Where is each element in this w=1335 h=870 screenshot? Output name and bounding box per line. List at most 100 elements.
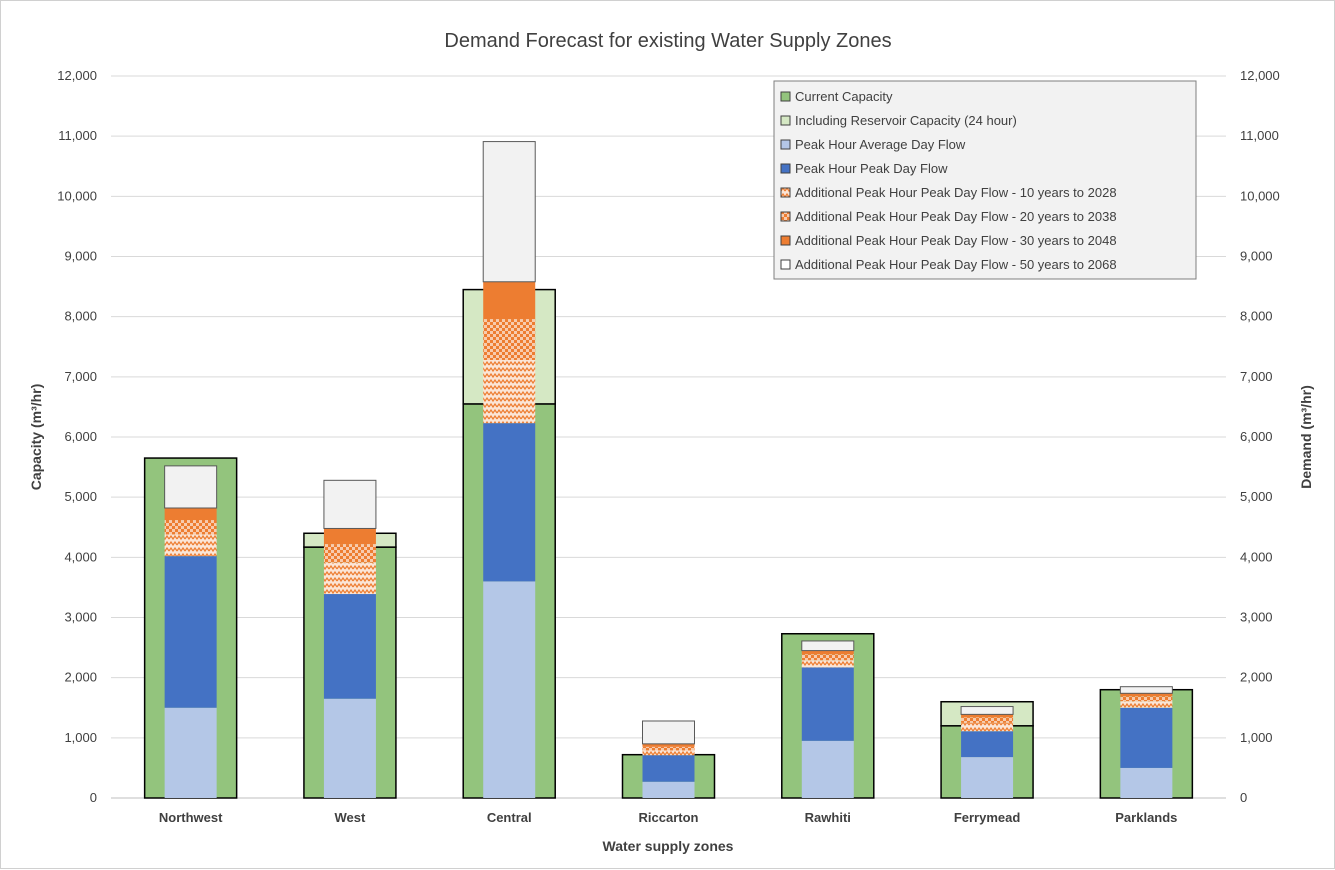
demand-segment-6 (164, 465, 218, 509)
legend-swatch (780, 259, 791, 270)
y-axis-title-right: Demand (m³/hr) (1298, 385, 1314, 488)
demand-segment-4 (642, 746, 695, 751)
y-tick-label-right: 0 (1240, 790, 1247, 805)
bar-group-riccarton (621, 720, 716, 799)
demand-segment-5 (483, 281, 536, 320)
bars (143, 141, 1194, 799)
bar-group-parklands (1099, 686, 1194, 799)
demand-segment-4 (483, 319, 536, 360)
demand-segment-4 (1120, 696, 1173, 702)
bar-group-northwest (143, 457, 238, 799)
demand-segment-6 (482, 141, 536, 283)
bar-group-ferrymead (940, 700, 1034, 799)
y-tick-label-right: 7,000 (1240, 369, 1273, 384)
y-tick-label-right: 11,000 (1240, 128, 1279, 143)
y-tick-label-right: 10,000 (1240, 188, 1280, 203)
y-tick-label-right: 8,000 (1240, 309, 1273, 324)
y-tick-label-left: 12,000 (57, 68, 97, 83)
legend-box (773, 80, 1197, 280)
legend-swatch (780, 163, 791, 174)
y-tick-label-left: 10,000 (57, 188, 97, 203)
x-category-label: Rawhiti (805, 810, 851, 825)
x-category-label: Northwest (159, 810, 223, 825)
legend-label: Additional Peak Hour Peak Day Flow - 50 … (795, 257, 1117, 272)
y-tick-label-left: 7,000 (64, 369, 97, 384)
legend-label: Additional Peak Hour Peak Day Flow - 20 … (795, 209, 1117, 224)
y-tick-label-left: 5,000 (64, 489, 97, 504)
left-axis-ticks: 0 1,000 2,000 3,000 4,000 5,000 6,000 7,000 8,00… (57, 68, 97, 805)
demand-segment-3 (164, 534, 217, 557)
demand-segment-4 (164, 520, 217, 535)
x-category-label: West (335, 810, 366, 825)
legend-label: Additional Peak Hour Peak Day Flow - 30 … (795, 233, 1117, 248)
legend-swatch (780, 115, 791, 126)
demand-segment-2 (164, 556, 217, 708)
demand-segment-4 (961, 717, 1014, 723)
demand-segment-1 (164, 707, 217, 798)
x-category-label: Ferrymead (954, 810, 1021, 825)
y-tick-label-right: 2,000 (1240, 670, 1273, 685)
demand-segment-3 (961, 722, 1014, 732)
demand-segment-4 (323, 544, 376, 563)
demand-segment-4 (801, 654, 854, 661)
demand-segment-5 (642, 743, 695, 747)
demand-segment-5 (323, 528, 376, 545)
demand-segment-5 (801, 650, 854, 655)
demand-segment-3 (801, 660, 854, 668)
demand-segment-1 (961, 757, 1014, 798)
y-tick-label-left: 3,000 (64, 610, 97, 625)
legend-label: Additional Peak Hour Peak Day Flow - 10 … (795, 185, 1117, 200)
demand-segment-5 (961, 714, 1014, 718)
x-category-label: Riccarton (639, 810, 699, 825)
y-tick-label-right: 12,000 (1240, 68, 1280, 83)
x-axis-title: Water supply zones (603, 838, 734, 854)
x-category-label: Central (487, 810, 532, 825)
y-tick-label-left: 4,000 (64, 549, 97, 564)
legend-label: Peak Hour Peak Day Flow (795, 161, 948, 176)
y-tick-label-right: 6,000 (1240, 429, 1273, 444)
bar-group-rawhiti (781, 632, 875, 799)
legend-swatch (780, 91, 791, 102)
demand-segment-2 (642, 755, 695, 782)
demand-segment-5 (1120, 693, 1173, 697)
demand-segment-2 (483, 423, 536, 582)
demand-segment-3 (483, 359, 536, 424)
demand-segment-1 (483, 581, 536, 798)
y-tick-label-right: 4,000 (1240, 549, 1273, 564)
legend-label: Current Capacity (795, 89, 893, 104)
y-tick-label-right: 5,000 (1240, 489, 1273, 504)
y-tick-label-left: 2,000 (64, 670, 97, 685)
demand-segment-1 (642, 781, 695, 798)
legend-label: Peak Hour Average Day Flow (795, 137, 966, 152)
demand-segment-2 (323, 594, 376, 699)
y-tick-label-left: 9,000 (64, 249, 97, 264)
legend-swatch (780, 211, 791, 222)
demand-segment-1 (323, 698, 376, 798)
legend-swatch (780, 187, 791, 198)
y-axis-title-left: Capacity (m³/hr) (28, 384, 44, 491)
bar-group-west (303, 479, 397, 799)
demand-segment-2 (801, 667, 854, 741)
right-axis-ticks: 0 1,000 2,000 3,000 4,000 5,000 6,000 7,000 8,00… (1240, 68, 1280, 805)
demand-segment-6 (801, 640, 855, 652)
y-tick-label-left: 6,000 (64, 429, 97, 444)
demand-segment-6 (1119, 686, 1173, 694)
legend: Current Capacity Including Reservoir Capa… (773, 80, 1197, 280)
y-tick-label-left: 8,000 (64, 309, 97, 324)
demand-segment-3 (323, 562, 376, 595)
demand-segment-6 (642, 720, 695, 745)
legend-swatch (780, 139, 791, 150)
demand-segment-1 (1120, 767, 1173, 798)
category-labels: Northwest West Central Riccarton Rawhiti Ferr… (159, 810, 1178, 825)
demand-segment-6 (960, 706, 1014, 715)
demand-segment-2 (1120, 707, 1173, 768)
y-tick-label-right: 3,000 (1240, 610, 1273, 625)
demand-segment-1 (801, 740, 854, 798)
y-tick-label-right: 9,000 (1240, 249, 1273, 264)
y-tick-label-left: 11,000 (58, 128, 97, 143)
demand-segment-5 (164, 507, 217, 521)
legend-swatch (780, 235, 791, 246)
chart-title: Demand Forecast for existing Water Suppl… (444, 30, 891, 52)
